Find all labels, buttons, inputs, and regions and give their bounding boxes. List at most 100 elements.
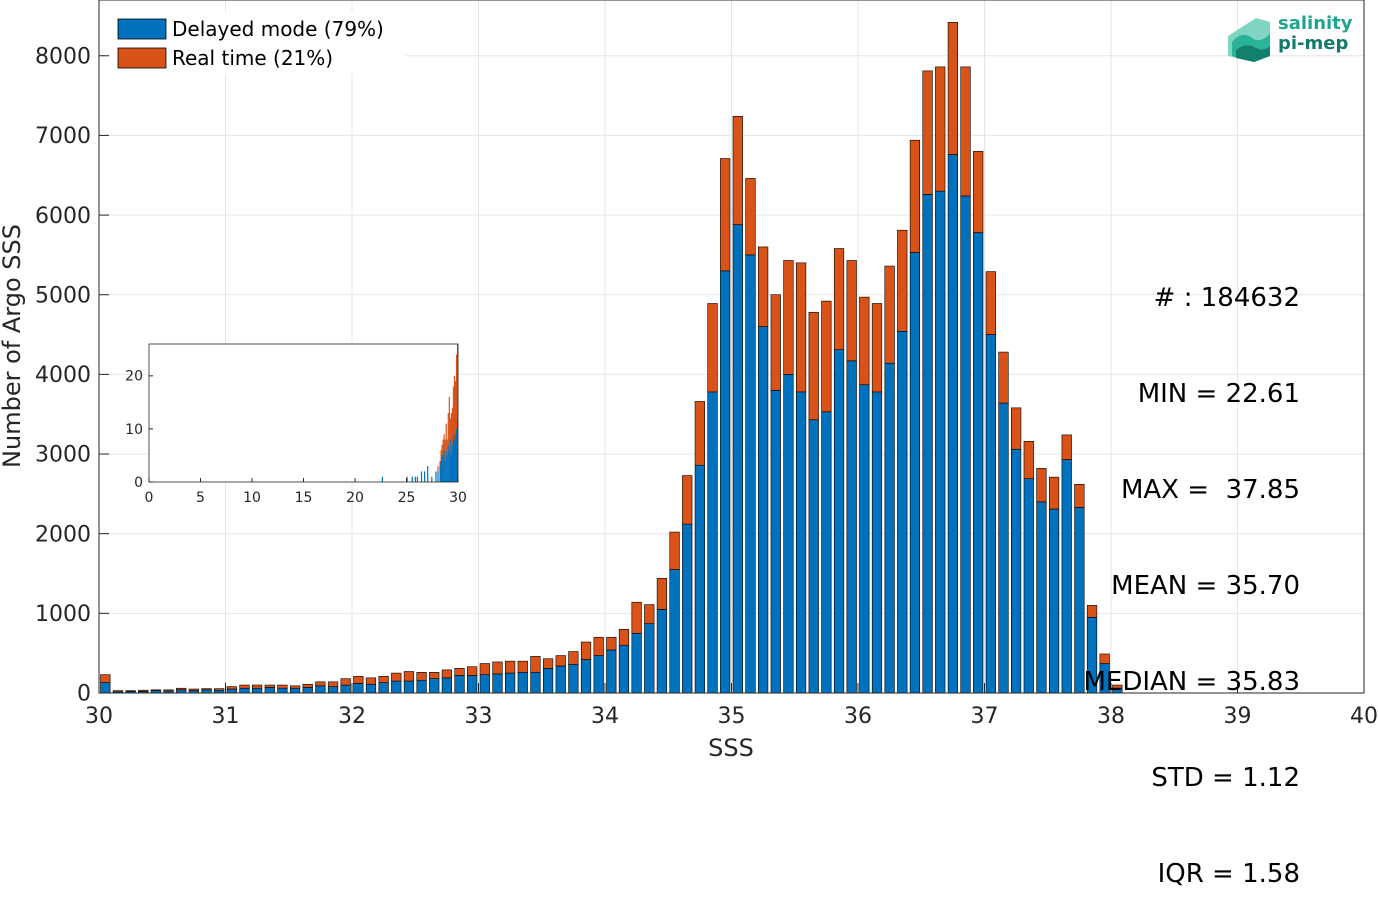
bar-delayed-mode bbox=[450, 455, 452, 482]
bar-real-time bbox=[821, 300, 832, 413]
main-y-ticks: 0 1000 2000 3000 4000 5000 6000 7000 8000 bbox=[35, 44, 109, 707]
bar-delayed-mode bbox=[440, 460, 442, 482]
bar-real-time bbox=[302, 683, 313, 688]
bar-delayed-mode bbox=[239, 687, 250, 694]
bar-real-time bbox=[580, 641, 592, 660]
bar-real-time bbox=[138, 689, 149, 692]
bar-real-time bbox=[935, 66, 946, 192]
bar-delayed-mode bbox=[871, 391, 883, 694]
bar-real-time bbox=[669, 531, 680, 570]
bar-real-time bbox=[1036, 468, 1047, 503]
bar-real-time bbox=[439, 460, 441, 467]
bar-real-time bbox=[985, 271, 996, 335]
legend-label-realtime: Real time (21%) bbox=[172, 46, 333, 70]
bar-delayed-mode bbox=[833, 349, 845, 694]
bar-delayed-mode bbox=[431, 476, 433, 482]
logo-line-2: pi-mep bbox=[1278, 33, 1349, 54]
bar-delayed-mode bbox=[1048, 508, 1060, 694]
bar-delayed-mode bbox=[897, 331, 908, 694]
bar-delayed-mode bbox=[453, 439, 456, 482]
bar-delayed-mode bbox=[631, 632, 642, 694]
y-tick-label: 10 bbox=[125, 422, 143, 438]
bar-real-time bbox=[758, 246, 769, 327]
bar-delayed-mode bbox=[315, 685, 326, 694]
bar-real-time bbox=[770, 294, 781, 391]
bar-real-time bbox=[441, 444, 443, 456]
bar-delayed-mode bbox=[420, 471, 423, 482]
bar-real-time bbox=[443, 434, 445, 451]
bar-delayed-mode bbox=[340, 684, 351, 694]
x-tick-label: 5 bbox=[196, 490, 205, 506]
bar-delayed-mode bbox=[416, 476, 418, 482]
bar-delayed-mode bbox=[656, 609, 668, 694]
bar-real-time bbox=[1048, 476, 1060, 510]
bar-real-time bbox=[682, 475, 693, 525]
bar-delayed-mode bbox=[289, 687, 301, 694]
stat-std: STD = 1.12 bbox=[1151, 763, 1300, 793]
wave-logo-icon bbox=[1228, 18, 1270, 62]
bar-delayed-mode bbox=[302, 687, 313, 694]
bar-real-time bbox=[163, 689, 174, 692]
bar-delayed-mode bbox=[770, 390, 781, 694]
bar-real-time bbox=[644, 604, 655, 625]
y-tick-label: 5000 bbox=[35, 283, 91, 308]
bar-delayed-mode bbox=[439, 466, 441, 482]
bar-delayed-mode bbox=[1061, 459, 1072, 694]
bar-delayed-mode bbox=[707, 391, 718, 694]
inset-background bbox=[149, 344, 458, 482]
bar-real-time bbox=[442, 439, 444, 456]
legend-swatch-delayed bbox=[117, 18, 167, 40]
bar-delayed-mode bbox=[720, 270, 731, 694]
bar-delayed-mode bbox=[429, 678, 440, 694]
bar-delayed-mode bbox=[264, 687, 275, 694]
bar-real-time bbox=[884, 265, 895, 364]
bar-real-time bbox=[808, 311, 819, 421]
bar-real-time bbox=[112, 690, 124, 693]
bar-real-time bbox=[1023, 440, 1034, 480]
x-tick-label: 20 bbox=[346, 490, 364, 506]
bar-real-time bbox=[631, 601, 642, 634]
bar-delayed-mode bbox=[884, 362, 895, 694]
stat-count: # : 184632 bbox=[1153, 283, 1300, 313]
stat-max: MAX = 37.85 bbox=[1120, 475, 1300, 505]
stat-min: MIN = 22.61 bbox=[1137, 379, 1300, 409]
bar-real-time bbox=[871, 303, 883, 393]
legend-label-delayed: Delayed mode (79%) bbox=[172, 17, 384, 41]
bar-delayed-mode bbox=[443, 450, 445, 482]
bar-delayed-mode bbox=[909, 252, 921, 694]
bar-delayed-mode bbox=[492, 673, 503, 694]
bar-delayed-mode bbox=[618, 644, 630, 694]
y-tick-label: 2000 bbox=[35, 522, 91, 547]
y-tick-label: 7000 bbox=[35, 124, 91, 149]
bar-real-time bbox=[947, 22, 958, 155]
logo-text: salinity pi-mep bbox=[1278, 14, 1353, 54]
inset-bars bbox=[381, 344, 459, 482]
bar-real-time bbox=[1061, 434, 1072, 460]
histogram-chart: 30 31 32 33 34 35 36 37 38 39 40 01000200030004000… bbox=[0, 0, 1378, 758]
bar-real-time bbox=[447, 413, 449, 445]
bar-delayed-mode bbox=[441, 677, 452, 694]
bar-delayed-mode bbox=[411, 476, 413, 482]
bar-real-time bbox=[239, 684, 250, 689]
bar-real-time bbox=[1099, 653, 1110, 664]
bar-real-time bbox=[315, 681, 326, 687]
bar-delayed-mode bbox=[593, 655, 604, 694]
bar-real-time bbox=[340, 678, 351, 686]
bar-real-time bbox=[353, 675, 364, 684]
bar-delayed-mode bbox=[808, 419, 819, 694]
bar-delayed-mode bbox=[1023, 478, 1034, 694]
bar-delayed-mode bbox=[353, 683, 364, 694]
bar-delayed-mode bbox=[455, 428, 458, 482]
bar-real-time bbox=[226, 686, 237, 690]
bar-delayed-mode bbox=[403, 680, 415, 694]
stats-panel: # : 184632 MIN = 22.61 MAX = 37.85 MEAN … bbox=[1083, 218, 1300, 922]
x-tick-label: 0 bbox=[145, 490, 154, 506]
bar-delayed-mode bbox=[1036, 501, 1047, 694]
bar-real-time bbox=[973, 151, 984, 233]
bar-real-time bbox=[492, 661, 503, 675]
bar-delayed-mode bbox=[406, 476, 408, 482]
bar-delayed-mode bbox=[973, 232, 984, 694]
y-tick-label: 6000 bbox=[35, 204, 91, 229]
bar-real-time bbox=[391, 672, 402, 682]
bar-delayed-mode bbox=[1011, 448, 1022, 694]
